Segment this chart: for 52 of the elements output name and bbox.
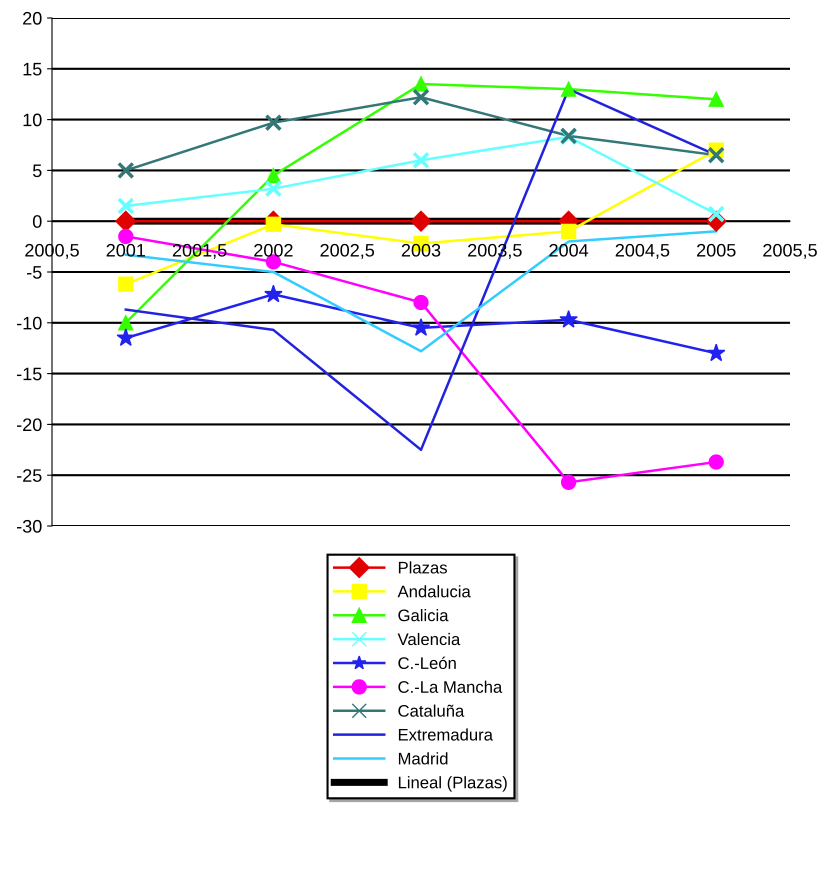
y-tick-label: -30 xyxy=(16,520,42,533)
point xyxy=(413,76,429,92)
point xyxy=(117,197,134,215)
point xyxy=(264,114,282,132)
x-tick-label: 2003 xyxy=(402,244,440,257)
y-tick-label: 0 xyxy=(32,215,42,228)
point xyxy=(116,328,136,346)
point xyxy=(412,318,430,336)
legend-label: C.-La Mancha xyxy=(398,680,502,693)
point xyxy=(412,88,430,106)
point xyxy=(410,210,432,232)
point xyxy=(560,81,576,97)
x-tick-label: 2005 xyxy=(697,244,736,257)
point xyxy=(266,168,282,184)
point xyxy=(559,310,578,328)
legend-label: Plazas xyxy=(398,561,447,574)
legend-label: Valencia xyxy=(398,632,460,646)
y-tick-label: 20 xyxy=(23,12,42,25)
y-tick-label: -5 xyxy=(27,266,42,279)
y-tick-label: 10 xyxy=(24,114,42,126)
point xyxy=(118,276,134,292)
y-tick-label: 5 xyxy=(32,164,42,178)
point xyxy=(708,454,724,470)
point xyxy=(412,152,430,169)
point xyxy=(708,146,725,164)
legend-label: Cataluña xyxy=(398,704,464,717)
x-tick-label: 2002 xyxy=(254,244,293,257)
legend-label: Galicia xyxy=(398,609,448,622)
x-tick-label: 2001 xyxy=(106,244,146,257)
y-tick-label: -15 xyxy=(16,368,42,380)
y-tick-label: -20 xyxy=(16,418,42,432)
legend-label: C.-León xyxy=(398,656,456,670)
point xyxy=(706,344,726,362)
point xyxy=(560,474,576,490)
point xyxy=(117,162,134,180)
y-tick-label: -10 xyxy=(16,316,42,330)
x-tick-label: 2002,5 xyxy=(320,244,374,259)
point xyxy=(413,294,429,310)
x-tick-label: 2004,5 xyxy=(616,244,670,259)
legend-label: Andalucia xyxy=(398,585,471,598)
point xyxy=(118,315,134,330)
point xyxy=(560,224,576,239)
point xyxy=(264,284,283,302)
point xyxy=(708,92,724,107)
x-tick-label: 2005,5 xyxy=(763,244,817,259)
legend-label: Extremadura xyxy=(398,728,493,741)
point xyxy=(264,180,282,198)
y-tick-label: -25 xyxy=(16,469,42,482)
legend-label: Lineal (Plazas) xyxy=(398,776,507,792)
legend-label: Madrid xyxy=(398,752,448,765)
point xyxy=(118,228,134,244)
y-tick-label: 15 xyxy=(24,62,42,76)
